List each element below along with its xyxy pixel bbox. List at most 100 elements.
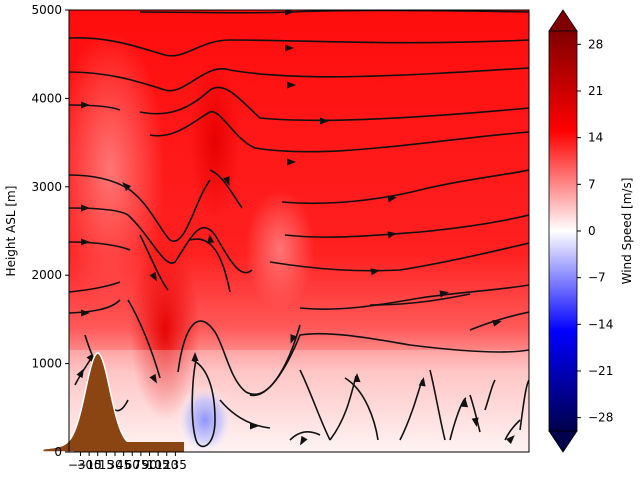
streamline — [219, 399, 271, 429]
streamline-arrow — [320, 117, 329, 125]
streamline — [191, 359, 216, 448]
y-tick-label: 3000 — [31, 180, 62, 194]
colorbar-body — [548, 30, 578, 432]
x-tick-label: 105 — [147, 458, 170, 472]
streamline — [344, 377, 379, 441]
x-tick-label: 90 — [142, 458, 157, 472]
streamline — [69, 174, 211, 243]
streamline — [369, 293, 471, 306]
streamline-arrow — [191, 352, 199, 361]
streamline — [69, 241, 131, 251]
y-tick-label: 0 — [54, 445, 62, 459]
streamline-arrow — [285, 10, 294, 16]
x-tick-label: −15 — [76, 458, 101, 472]
y-tick-label: 2000 — [31, 268, 62, 282]
streamline-arrow — [149, 373, 157, 384]
streamline-arrow — [505, 435, 515, 445]
streamline — [249, 332, 529, 397]
colorbar-ticks: 28 21 14 7 0 −7 −14 −21 −28 — [577, 37, 613, 425]
streamline-arrow — [122, 182, 132, 192]
streamline-arrow — [285, 44, 294, 52]
x-tick-label: −30 — [68, 458, 93, 472]
streamline-arrow — [418, 377, 426, 387]
y-tick-label: 4000 — [31, 91, 62, 105]
streamline — [284, 214, 529, 238]
streamline — [69, 37, 529, 57]
streamline — [189, 238, 231, 293]
streamline-arrow — [290, 334, 297, 344]
x-tick-label: 45 — [116, 458, 131, 472]
streamline-arrow — [492, 319, 502, 327]
colorbar-tick-label: 0 — [588, 224, 596, 238]
streamline — [127, 299, 161, 379]
streamline — [281, 169, 529, 205]
streamline — [469, 311, 529, 331]
streamline — [299, 369, 331, 441]
streamline — [269, 242, 529, 272]
x-tick-label: 30 — [107, 458, 122, 472]
streamline-arrow — [76, 368, 84, 379]
streamline-arrow — [250, 422, 259, 430]
x-tick-label: 120 — [155, 458, 178, 472]
streamline — [69, 207, 253, 274]
colorbar-tick-label: −14 — [588, 317, 613, 331]
streamline-arrow — [149, 271, 157, 282]
terrain — [42, 352, 184, 453]
streamline — [329, 375, 357, 441]
streamline — [139, 234, 169, 291]
colorbar-tick-label: −28 — [588, 411, 613, 425]
streamline-arrow — [81, 204, 90, 212]
streamline — [209, 169, 243, 209]
streamline — [69, 281, 121, 293]
streamline-arrow — [439, 290, 449, 298]
streamline — [429, 369, 446, 441]
colorbar-tick-label: −21 — [588, 364, 613, 378]
y-axis-label: Height ASL [m] — [4, 186, 18, 277]
streamline — [69, 67, 529, 92]
streamline-arrow — [287, 81, 296, 89]
streamline — [299, 284, 529, 310]
colorbar-extend-top — [548, 9, 578, 32]
y-tick-label: 5000 — [31, 3, 62, 17]
streamline-arrow — [387, 231, 397, 239]
streamline — [139, 10, 529, 14]
streamline-arrow — [81, 309, 90, 317]
y-tick-label: 1000 — [31, 357, 62, 371]
streamline — [69, 299, 121, 314]
streamline-arrow — [287, 158, 296, 166]
x-tick-label: 135 — [164, 458, 187, 472]
streamline — [289, 430, 321, 441]
streamline-arrow — [223, 176, 230, 186]
streamline-arrow — [471, 417, 479, 427]
plot-frame — [68, 9, 530, 453]
streamline — [469, 394, 481, 433]
y-axis: 0 1000 2000 3000 4000 5000 — [31, 3, 69, 459]
colorbar-tick-label: 14 — [588, 131, 603, 145]
streamline-arrow — [387, 195, 397, 203]
streamline-arrow — [353, 373, 361, 382]
streamline-arrow — [370, 268, 380, 276]
streamline-arrow — [81, 101, 90, 109]
streamline-arrow — [300, 435, 308, 446]
colorbar-extend-bottom — [548, 430, 578, 453]
terrain-base — [74, 442, 184, 452]
streamline-arrow — [207, 234, 215, 244]
streamline — [519, 379, 529, 431]
streamline — [484, 379, 496, 411]
colorbar-tick-label: 21 — [588, 84, 603, 98]
x-tick-label: 75 — [133, 458, 148, 472]
streamline — [69, 104, 121, 111]
streamline — [139, 86, 529, 122]
streamline-arrow — [461, 398, 469, 408]
wind-speed-field — [69, 10, 529, 452]
streamline — [504, 419, 521, 441]
colorbar: 28 21 14 7 0 −7 −14 −21 −28 Wind Speed [m/s] — [548, 9, 634, 453]
x-tick-label: 60 — [125, 458, 140, 472]
colorbar-tick-label: −7 — [588, 271, 606, 285]
colorbar-tick-label: 7 — [588, 177, 596, 191]
colorbar-label: Wind Speed [m/s] — [620, 178, 634, 285]
streamline-arrow — [81, 238, 90, 246]
colorbar-tick-label: 28 — [588, 37, 603, 51]
